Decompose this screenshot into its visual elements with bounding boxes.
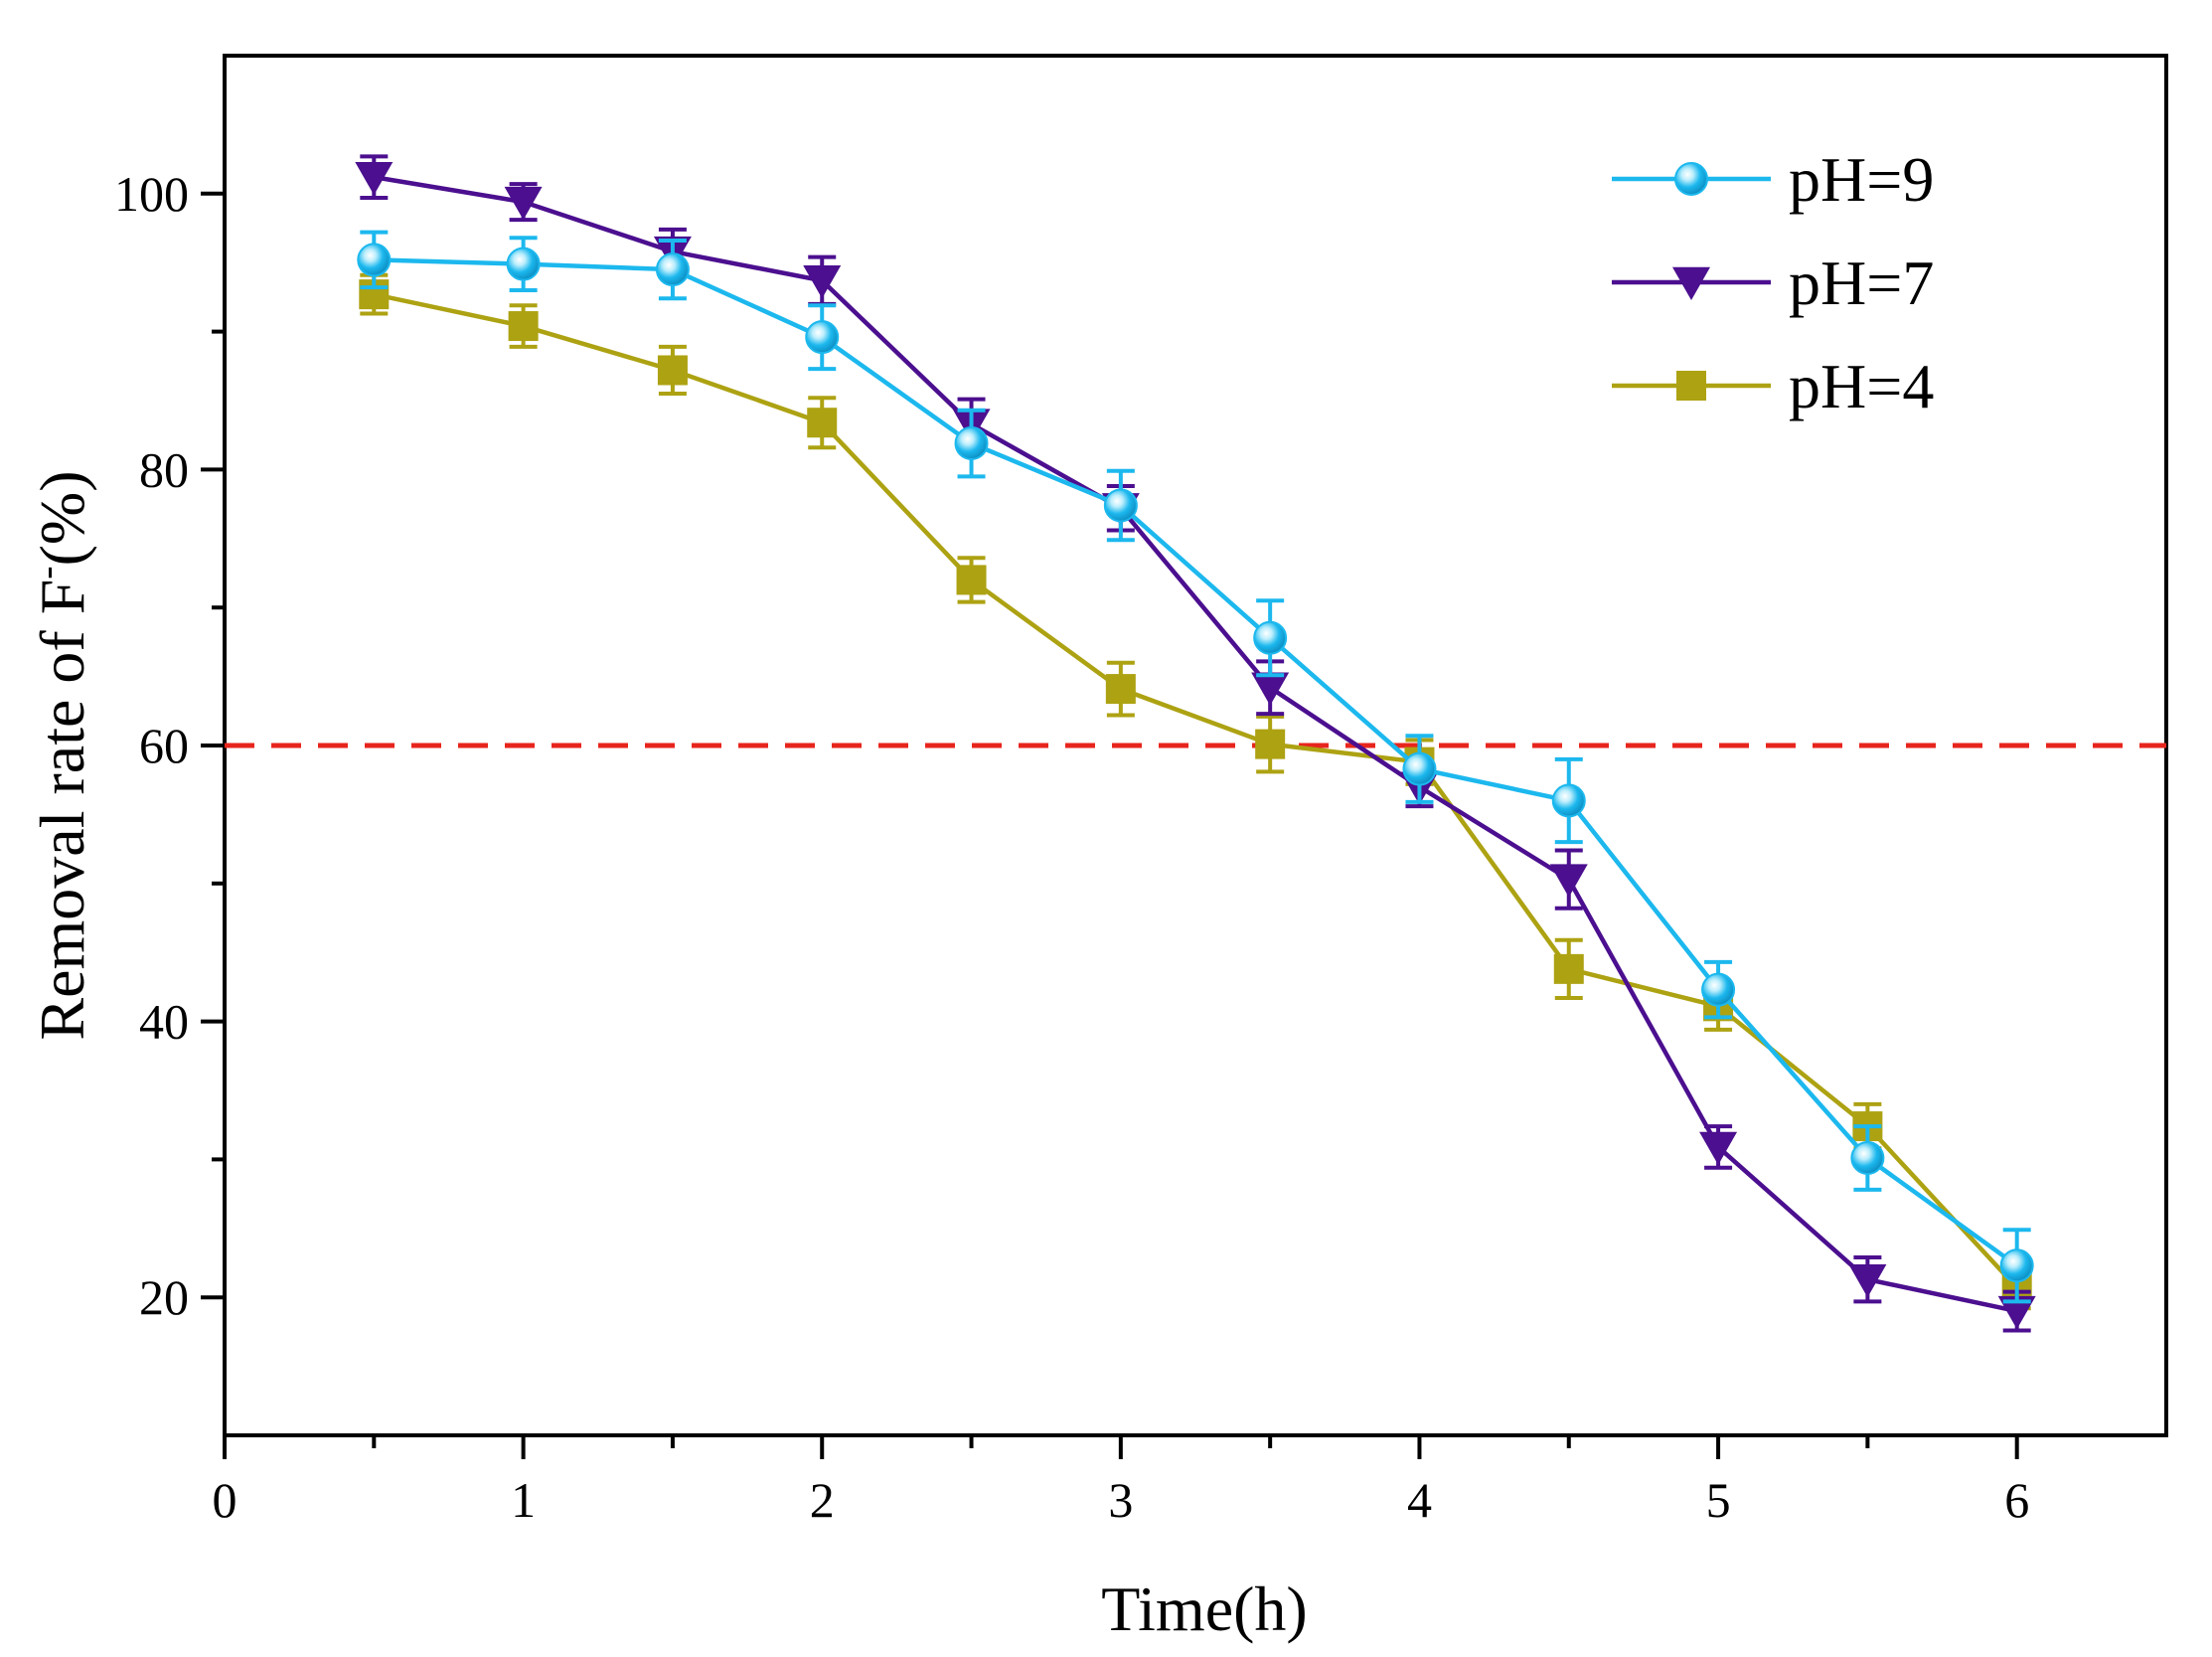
legend-marker-ph-7: [1672, 266, 1710, 301]
data-point-ph-4: [657, 355, 688, 386]
x-tick-label: 3: [1108, 1472, 1133, 1528]
data-point-ph-7: [1699, 1131, 1738, 1165]
data-point-ph-4: [508, 311, 539, 342]
data-point-ph-9: [357, 243, 392, 277]
legend: pH=9 pH=7 pH=4: [1612, 144, 1934, 421]
y-axis-title-main: Removal rate of F: [27, 580, 97, 1041]
data-point-ph-7: [1997, 1295, 2036, 1330]
series-ph-9: [357, 230, 2034, 1304]
data-point-ph-4: [1553, 953, 1584, 984]
series-ph-4: [359, 272, 2032, 1311]
data-point-ph-7: [1251, 672, 1290, 706]
data-point-ph-9: [1999, 1248, 2034, 1283]
data-point-ph-4: [956, 565, 987, 595]
data-point-ph-7: [504, 186, 543, 221]
x-tick-label: 5: [1706, 1472, 1731, 1528]
y-axis-title: Removal rate of F-(%): [24, 470, 97, 1040]
y-axis-title-superscript: -: [24, 566, 69, 579]
data-point-ph-9: [1103, 488, 1138, 523]
data-point-ph-9: [1402, 751, 1437, 786]
legend-label-ph-9: pH=9: [1789, 144, 1934, 215]
y-tick-label: 40: [139, 994, 189, 1050]
y-tick-label: 20: [139, 1269, 189, 1325]
y-tick-label: 100: [114, 166, 189, 222]
legend-label-ph-4: pH=4: [1789, 351, 1934, 421]
legend-marker-ph-4: [1676, 371, 1706, 401]
data-point-ph-9: [954, 426, 989, 461]
x-tick-label: 4: [1407, 1472, 1432, 1528]
x-axis-title: Time(h): [1101, 1574, 1307, 1644]
data-point-ph-9: [1253, 620, 1288, 655]
data-point-ph-9: [1850, 1141, 1885, 1176]
legend-marker-ph-9: [1674, 162, 1708, 196]
x-tick-label: 2: [810, 1472, 835, 1528]
data-point-ph-9: [506, 247, 541, 281]
y-tick-label: 60: [139, 718, 189, 773]
series-line-ph-9: [374, 257, 2019, 1268]
y-tick-label: 80: [139, 441, 189, 497]
legend-label-ph-7: pH=7: [1789, 248, 1934, 318]
data-point-ph-4: [1105, 674, 1136, 705]
data-point-ph-7: [803, 265, 842, 299]
data-point-ph-7: [1848, 1263, 1887, 1298]
data-point-ph-7: [1549, 864, 1588, 898]
data-point-ph-4: [807, 408, 838, 438]
x-tick-label: 6: [2004, 1472, 2029, 1528]
data-point-ph-9: [1701, 972, 1736, 1007]
series-line-ph-7: [373, 174, 2018, 1314]
x-tick-label: 1: [511, 1472, 536, 1528]
series-line-ph-4: [373, 291, 2019, 1290]
y-axis-title-tail: (%): [27, 470, 97, 566]
data-point-ph-4: [1255, 729, 1286, 759]
data-point-ph-9: [805, 320, 840, 355]
data-point-ph-7: [355, 161, 394, 196]
x-tick-label: 0: [213, 1472, 237, 1528]
data-point-ph-9: [1551, 783, 1586, 818]
data-point-ph-9: [655, 252, 690, 287]
